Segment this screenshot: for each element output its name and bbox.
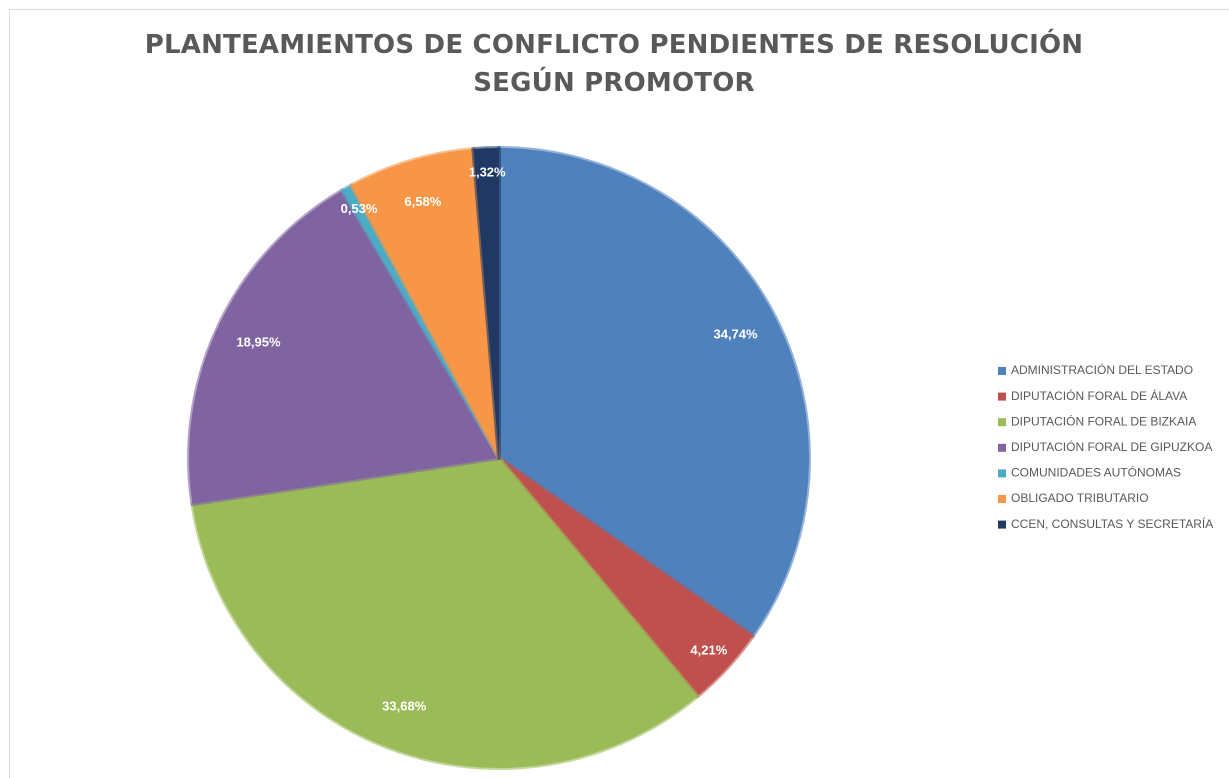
legend-swatch [998,367,1006,375]
legend-swatch [998,392,1006,401]
legend-swatch [998,495,1006,503]
legend-swatch [998,418,1006,427]
pie-slice [471,146,501,460]
data-label: 6,58% [404,194,441,209]
chart-border [9,9,1229,778]
data-label: 34,74% [713,326,758,341]
legend-label: DIPUTACIÓN FORAL DE BIZKAIA [1011,413,1196,428]
legend-label: COMUNIDADES AUTÓNOMAS [1011,465,1181,480]
pie-slice [497,146,811,639]
legend-swatch [998,443,1006,452]
chart-title: PLANTEAMIENTOS DE CONFLICTO PENDIENTES D… [144,30,1084,98]
data-label: 1,32% [469,164,506,179]
data-label: 0,53% [341,201,378,216]
data-label: 33,68% [382,699,427,714]
legend-swatch [998,520,1006,529]
data-label: 4,21% [690,643,727,658]
legend-label: ADMINISTRACIÓN DEL ESTADO [1011,362,1193,377]
legend-label: DIPUTACIÓN FORAL DE ÁLAVA [1011,388,1187,403]
legend-label: DIPUTACIÓN FORAL DE GIPUZKOA [1011,439,1212,454]
legend-label: CCEN, CONSULTAS Y SECRETARÍA [1011,516,1213,531]
pie-slice [190,456,700,770]
data-label: 18,95% [236,334,281,349]
legend-swatch [998,469,1006,478]
legend-label: OBLIGADO TRIBUTARIO [1011,491,1149,505]
pie-slice [187,188,501,507]
pie-slice [349,147,501,460]
